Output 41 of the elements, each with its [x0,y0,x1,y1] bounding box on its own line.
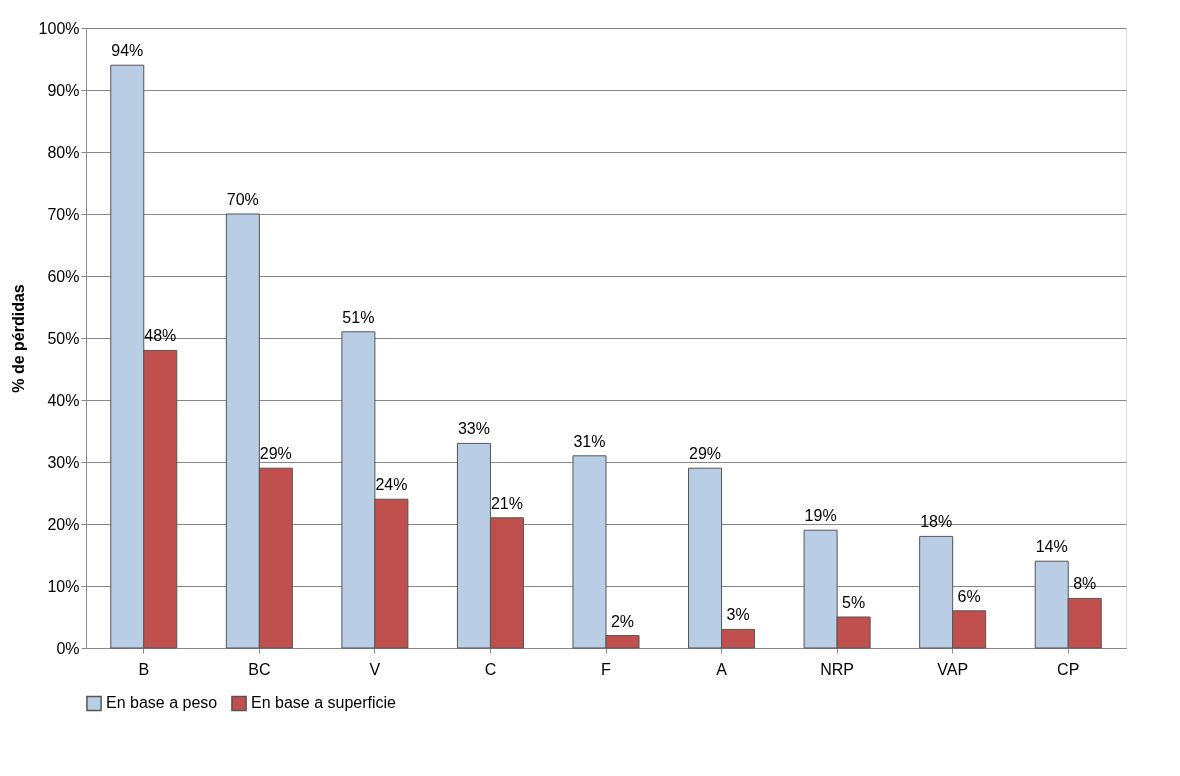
y-tick-label: 90% [47,81,80,99]
data-label: 8% [1073,575,1097,593]
x-tick-label: CP [1057,660,1080,678]
x-tick-label: VAP [937,660,969,678]
y-tick-label: 70% [47,205,80,223]
y-tick-label: 60% [47,267,80,285]
x-tick-label: A [716,660,728,678]
x-tick-label: V [369,660,381,678]
x-tick-label: BC [248,660,271,678]
data-label: 48% [144,327,177,345]
data-label: 6% [957,587,981,605]
x-tick-label: F [601,660,612,678]
data-label: 5% [842,594,866,611]
y-tick-label: 100% [38,19,80,37]
data-label: 2% [610,612,635,630]
data-label: 24% [375,476,408,494]
x-tick-label: C [484,660,497,678]
x-tick-label: B [138,660,150,678]
data-label: 29% [689,445,722,463]
data-label: 51% [342,308,375,326]
y-tick-label: 80% [47,143,80,161]
y-tick-label: 0% [56,639,80,657]
data-label: 19% [804,507,837,525]
data-label: 21% [490,494,523,512]
legend-label: En base a superficie [251,694,397,712]
y-tick-label: 30% [47,453,80,471]
y-tick-label: 10% [47,577,80,595]
y-tick-label: 20% [47,515,80,533]
data-label: 33% [457,420,490,438]
y-tick-label: 40% [47,391,80,409]
data-label: 31% [573,432,606,450]
y-axis-title: % de pérdidas [9,284,27,393]
data-label: 94% [111,42,144,60]
data-label: 18% [920,513,953,531]
data-label: 3% [726,606,750,624]
y-tick-label: 50% [47,329,80,347]
data-label: 14% [1035,538,1068,556]
legend-label: En base a peso [106,694,218,712]
data-label: 70% [226,191,259,208]
data-label: 29% [259,445,292,463]
x-tick-label: NRP [820,660,854,678]
